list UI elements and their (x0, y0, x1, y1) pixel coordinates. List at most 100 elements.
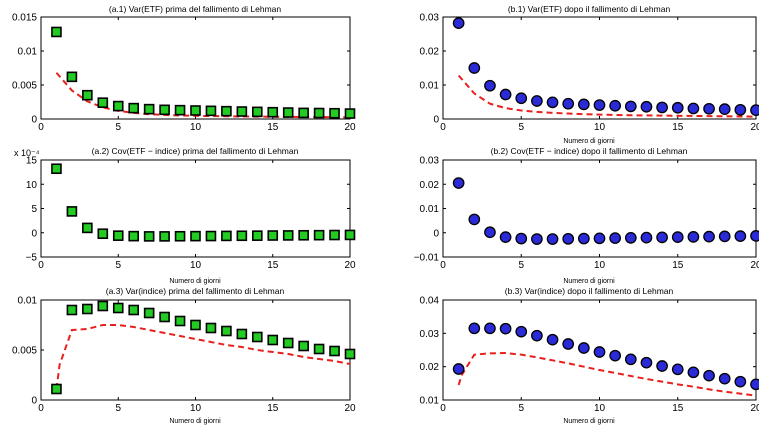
panel-b2-point (734, 230, 747, 242)
panel-a3-xtick-label: 15 (267, 403, 279, 414)
panel-b3-point (593, 346, 606, 358)
panel-a1-point (174, 104, 186, 116)
panel-b2-ytick-label: 0.03 (420, 156, 440, 167)
panel-a2-xtick-label: 0 (38, 260, 44, 271)
panel-a1-point (51, 26, 62, 38)
panel-a3-point (112, 302, 124, 314)
panel-b3: (b.3) Var(indice) dopo il fallimento di … (420, 286, 759, 425)
panel-a1-point (344, 108, 356, 119)
panel-b2-xtick-label: 5 (518, 260, 524, 271)
panel-a3-point (66, 304, 78, 316)
panel-b1-point (515, 92, 528, 105)
panel-b1-ytick-label: 0.02 (420, 47, 440, 58)
panel-a3-point (267, 334, 279, 346)
panel-a1-title: (a.1) Var(ETF) prima del fallimento di L… (109, 4, 282, 14)
panel-a1-point (66, 71, 78, 83)
panel-b3-point (562, 338, 575, 350)
panel-b1-ytick-label: 0.03 (420, 13, 440, 24)
panel-a1-point (112, 100, 124, 112)
panel-b1-ytick-label: 0.01 (420, 81, 440, 92)
panel-b1-point (609, 99, 622, 112)
panel-a2-point (282, 230, 294, 241)
panel-b1-point (734, 103, 747, 116)
panel-a3-point (143, 307, 155, 319)
panel-b2-point (515, 232, 528, 245)
panel-b2-ytick-label: 0.01 (420, 204, 440, 215)
panel-b3-xtick-label: 20 (750, 403, 759, 414)
panel-b3-ytick-label: 0.04 (420, 296, 440, 307)
panel-b1-point (577, 98, 590, 111)
panel-a2-tick-exponent: x 10⁻⁴ (14, 148, 40, 158)
panel-b2-title: (b.2) Cov(ETF − indice) dopo il fallimen… (491, 146, 688, 156)
panel-b1-point (718, 103, 731, 115)
panel-a3-point (252, 331, 263, 343)
panel-b2-xtick-label: 0 (440, 260, 446, 271)
panel-b1-xtick-label: 10 (594, 122, 606, 133)
panel-a3: (a.3) Var(indice) prima del fallimento d… (12, 286, 356, 425)
panel-b3-point (452, 363, 465, 375)
panel-b1-point (546, 96, 559, 109)
panel-b3-point (734, 375, 747, 388)
panel-b1-point (468, 62, 481, 74)
panel-b1-point (562, 97, 575, 110)
panel-b2: (b.2) Cov(ETF − indice) dopo il fallimen… (414, 146, 759, 285)
panel-b1-point (687, 102, 700, 115)
panel-b3-point (656, 360, 668, 372)
panel-a1-point (329, 107, 340, 119)
panel-a1-point (252, 106, 263, 118)
panel-a3-dashed-line (55, 324, 350, 390)
panel-a1: (a.1) Var(ETF) prima del fallimento di L… (12, 4, 356, 133)
panel-a2-title: (a.2) Cov(ETF − indice) prima del fallim… (92, 146, 299, 156)
panel-b3-point (468, 322, 481, 335)
panel-b1-point (750, 104, 759, 117)
panel-a1-ytick-label: 0.015 (12, 13, 37, 24)
panel-a3-point (313, 343, 325, 355)
panel-b3-title: (b.3) Var(indice) dopo il fallimento di … (505, 286, 674, 296)
panel-b3-xtick-label: 10 (594, 403, 606, 414)
panel-a2-point (143, 231, 155, 242)
panel-a3-point (159, 311, 170, 323)
panel-b3-point (750, 378, 759, 391)
panel-a1-point (236, 106, 248, 117)
panel-b2-xtick-label: 15 (672, 260, 684, 271)
panel-a2-point (329, 229, 340, 241)
panel-b2-ytick-label: 0 (433, 228, 439, 239)
panel-a3-point (97, 300, 109, 312)
panel-b1-xtick-label: 0 (440, 122, 446, 133)
panel-b2-point (671, 231, 684, 243)
panel-b2-point (546, 233, 559, 245)
panel-a2-point (205, 230, 217, 242)
panel-b2-point (624, 231, 637, 244)
panel-a2-point (221, 230, 232, 242)
panel-b2-xtick-label: 10 (594, 260, 606, 271)
panel-a3-xtick-label: 5 (115, 403, 121, 414)
panel-b2-ytick-label: −0.01 (414, 253, 440, 264)
panel-a2-point (313, 229, 325, 241)
panel-a1-xtick-label: 15 (267, 122, 279, 133)
panel-a2-xlabel: Numero di giorni (169, 278, 221, 285)
panel-b1-point (593, 99, 606, 111)
panel-b2-point (577, 232, 590, 245)
panel-a1-xtick-label: 5 (115, 122, 121, 133)
panel-a2: (a.2) Cov(ETF − indice) prima del fallim… (14, 146, 356, 285)
panel-b2-point (687, 231, 700, 243)
panel-b2-point (640, 231, 653, 244)
panel-b3-point (703, 369, 715, 382)
panel-b2-point (562, 232, 575, 245)
panel-b1-xtick-label: 15 (672, 122, 684, 133)
panel-a3-ytick-label: 0.01 (18, 296, 38, 307)
panel-b2-point (484, 226, 496, 239)
panel-a1-point (143, 103, 155, 115)
panel-b2-point (593, 232, 606, 245)
panel-b1-point (484, 79, 496, 92)
panel-a3-ytick-label: 0 (31, 396, 37, 407)
panel-a3-xtick-label: 10 (190, 403, 202, 414)
panel-a2-xtick-label: 5 (115, 260, 121, 271)
panel-b3-ytick-label: 0.02 (420, 362, 440, 373)
panel-a1-xtick-label: 20 (344, 122, 356, 133)
panel-a2-xtick-label: 10 (190, 260, 202, 271)
panel-a1-point (82, 89, 93, 101)
panel-a2-point (128, 230, 139, 242)
panel-b3-point (531, 329, 543, 342)
panel-a3-point (190, 319, 201, 331)
